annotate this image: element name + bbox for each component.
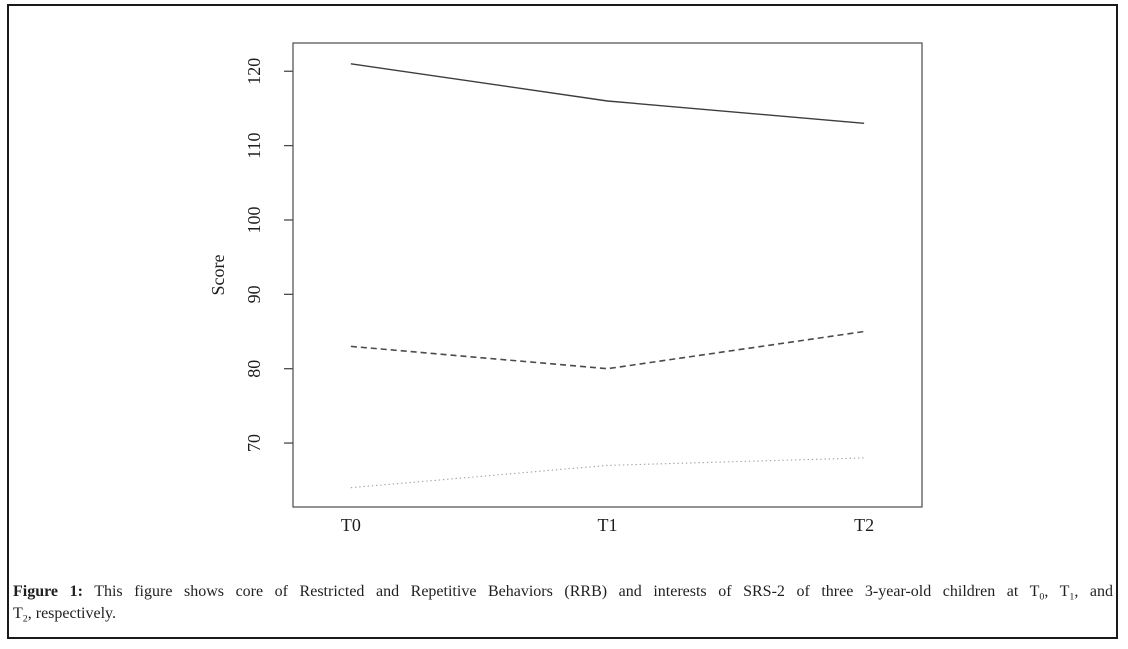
caption-sub-1: 1 — [1069, 591, 1075, 603]
plot-box — [292, 42, 923, 508]
x-tick-label: T2 — [854, 515, 874, 535]
y-tick-label: 100 — [244, 206, 264, 233]
series-line-dotted — [350, 457, 865, 489]
y-tick-label: 70 — [244, 434, 264, 452]
caption-text-e: , respectively. — [27, 605, 116, 622]
caption-text-c: , and — [1074, 583, 1114, 600]
caption-label: Figure 1: — [13, 583, 83, 600]
caption-line-2: T2, respectively. — [13, 603, 1113, 625]
caption-sub-0: 0 — [1039, 591, 1045, 603]
caption-text-b: , T — [1044, 583, 1070, 600]
figure-caption: Figure 1: This figure shows core of Rest… — [13, 581, 1113, 625]
y-tick-label: 90 — [244, 285, 264, 303]
x-tick-label: T0 — [341, 515, 361, 535]
x-tick-label: T1 — [598, 515, 618, 535]
caption-text-a: This figure shows core of Restricted and… — [82, 583, 1040, 600]
caption-text-d: T — [13, 605, 23, 622]
series-line-solid — [350, 63, 865, 125]
figure-frame — [7, 4, 1118, 639]
caption-sub-2: 2 — [22, 613, 28, 625]
series-line-dashed — [350, 330, 865, 370]
y-tick-label: 80 — [244, 360, 264, 378]
caption-line-1: Figure 1: This figure shows core of Rest… — [13, 581, 1113, 603]
y-tick-label: 120 — [244, 58, 264, 85]
y-tick-label: 110 — [244, 132, 264, 158]
y-axis-label: Score — [208, 254, 228, 295]
